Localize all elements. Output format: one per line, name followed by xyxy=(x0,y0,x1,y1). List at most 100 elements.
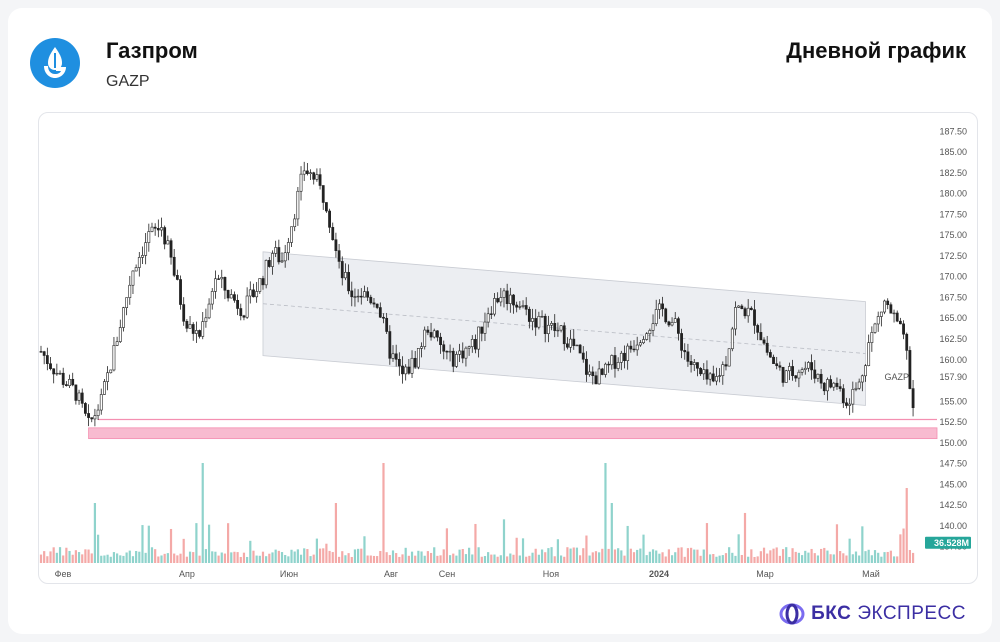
candle-body xyxy=(283,252,287,262)
volume-bar xyxy=(540,549,544,563)
volume-bar xyxy=(775,547,778,563)
volume-bar xyxy=(363,536,366,563)
volume-bar xyxy=(353,549,357,563)
candle-body xyxy=(851,389,855,405)
candle-body xyxy=(883,300,886,313)
volume-bar xyxy=(556,539,560,563)
volume-bar xyxy=(372,555,376,563)
volume-bar xyxy=(318,548,322,563)
volume-bar xyxy=(290,549,293,563)
candle-body xyxy=(569,338,572,348)
candle-body xyxy=(166,240,170,245)
volume-bar xyxy=(299,554,303,563)
volume-bar xyxy=(90,553,93,563)
candle-body xyxy=(781,366,785,383)
volume-bar xyxy=(52,547,55,563)
candle-body xyxy=(274,247,278,254)
volume-bar xyxy=(395,553,398,563)
volume-bar xyxy=(106,554,109,563)
x-tick-label: Май xyxy=(862,569,880,579)
candle-body xyxy=(296,190,300,220)
candle-body xyxy=(778,365,782,368)
candle-body xyxy=(394,353,398,360)
candle-body xyxy=(607,363,611,366)
volume-bar xyxy=(759,551,762,563)
candle-body xyxy=(829,379,833,388)
candle-body xyxy=(359,295,363,298)
y-tick-label: 152.50 xyxy=(939,417,967,427)
volume-bar xyxy=(636,549,639,563)
volume-bar xyxy=(547,548,550,563)
candle-body xyxy=(791,366,794,376)
candle-body xyxy=(794,375,798,379)
candle-body xyxy=(325,202,328,212)
volume-bar xyxy=(813,553,816,563)
volume-bar xyxy=(572,547,575,563)
volume-bar xyxy=(531,552,534,563)
candle-body xyxy=(762,339,766,344)
volume-bar xyxy=(734,555,737,563)
volume-bar xyxy=(87,549,90,563)
volume-bar xyxy=(246,556,249,563)
candle-body xyxy=(366,291,370,298)
candle-body xyxy=(334,239,338,251)
volume-bar xyxy=(807,552,810,563)
volume-bar xyxy=(322,548,325,563)
volume-bar xyxy=(728,547,731,563)
volume-bar xyxy=(93,503,97,563)
volume-bar xyxy=(823,547,826,563)
candle-body xyxy=(458,350,461,355)
volume-bar xyxy=(515,537,518,563)
volume-bar xyxy=(39,554,43,563)
volume-bar xyxy=(870,555,873,563)
candle-body xyxy=(826,379,829,392)
candle-body xyxy=(318,174,322,186)
volume-bar xyxy=(747,556,750,563)
volume-bar xyxy=(582,548,585,563)
candle-body xyxy=(784,370,788,383)
volume-bar xyxy=(496,556,499,563)
volume-bar xyxy=(902,528,905,563)
candle-body xyxy=(131,270,135,286)
candle-body xyxy=(185,320,189,329)
chart-title: Дневной график xyxy=(786,38,966,63)
candle-body xyxy=(280,260,284,263)
x-tick-label: Сен xyxy=(439,569,456,579)
volume-bar xyxy=(864,551,867,563)
candle-body xyxy=(743,308,747,317)
chart-area[interactable]: 187.50 185.00 182.50 180.00 177.50 175.00 172.… xyxy=(38,112,978,584)
candle-body xyxy=(477,326,481,350)
candle-body xyxy=(201,321,205,337)
candle-body xyxy=(803,367,807,370)
volume-bar xyxy=(826,550,829,563)
volume-bar xyxy=(867,549,870,563)
candle-body xyxy=(391,353,395,359)
x-tick-label: Авг xyxy=(384,569,399,579)
y-tick-label: 165.00 xyxy=(939,313,967,323)
volume-bar xyxy=(591,552,594,563)
volume-bar xyxy=(715,556,718,563)
candle-body xyxy=(845,402,848,406)
volume-bar xyxy=(350,556,353,563)
support-zone xyxy=(88,427,938,440)
volume-bar xyxy=(781,549,785,563)
candle-body xyxy=(886,300,890,305)
candle-body xyxy=(410,357,414,374)
price-chart[interactable]: 187.50 185.00 182.50 180.00 177.50 175.00 172.… xyxy=(39,113,977,583)
candle-body xyxy=(461,350,465,359)
candle-body xyxy=(550,323,553,326)
volume-bar xyxy=(195,523,198,563)
volume-bar xyxy=(750,549,753,563)
candle-body xyxy=(49,363,52,370)
candle-body xyxy=(734,307,737,330)
candle-body xyxy=(378,307,382,318)
candle-body xyxy=(683,350,687,353)
candle-body xyxy=(321,185,325,203)
candle-body xyxy=(807,362,810,369)
volume-bar xyxy=(880,556,883,563)
volume-bar xyxy=(709,554,712,563)
candle-body xyxy=(134,267,138,272)
volume-bar xyxy=(166,553,169,563)
candle-body xyxy=(413,357,417,368)
volume-bar xyxy=(534,548,537,563)
